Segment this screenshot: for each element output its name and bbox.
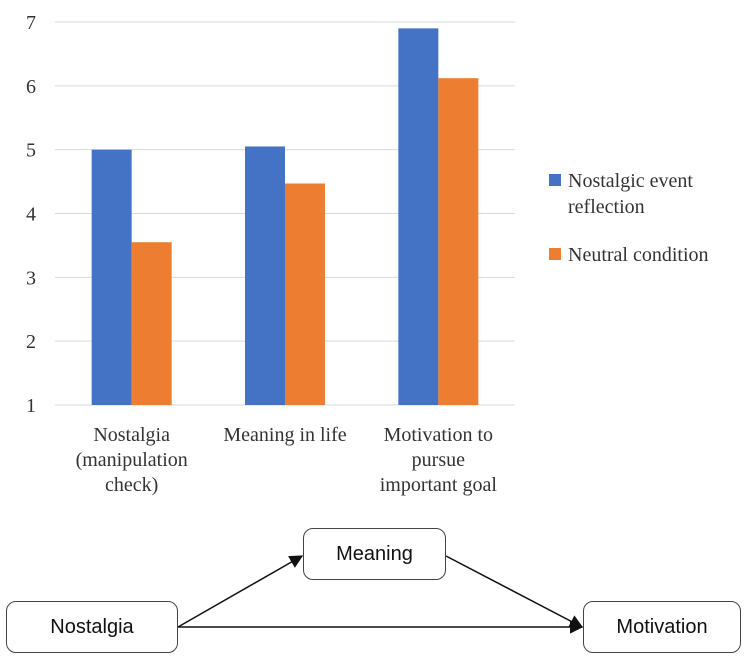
x-axis: Nostalgia (manipulation check) Meaning in l… <box>76 424 498 496</box>
bars <box>91 28 479 406</box>
legend-swatch-1 <box>549 248 561 260</box>
y-tick-label: 6 <box>26 76 36 98</box>
legend-label-0: Nostalgic event reflection <box>568 170 693 218</box>
y-tick-label: 5 <box>26 140 36 162</box>
bar-neutral-2 <box>438 78 479 405</box>
bar-nostalgic-0 <box>91 149 132 405</box>
category-label-line: Nostalgia <box>93 424 170 446</box>
y-tick-label: 2 <box>26 331 36 353</box>
diagram-node-nostalgia: Nostalgia <box>6 601 178 653</box>
legend-swatch-0 <box>549 174 561 186</box>
bar-nostalgic-1 <box>245 146 285 405</box>
y-axis: 1 2 3 4 5 6 7 <box>26 12 36 417</box>
arrow-nostalgia-to-meaning <box>177 555 304 628</box>
diagram-node-meaning: Meaning <box>303 528 446 580</box>
bar-chart: 1 2 3 4 5 6 7 Nostalgia (manipulation check) Mean… <box>26 12 709 496</box>
arrow-meaning-to-motivation <box>445 555 584 628</box>
legend: Nostalgic event reflection Neutral conditi… <box>549 170 709 266</box>
bar-neutral-0 <box>131 242 172 405</box>
category-label-0: Nostalgia (manipulation check) <box>76 424 188 496</box>
y-tick-label: 7 <box>26 12 36 34</box>
category-label-line: check) <box>105 474 158 496</box>
diagram-node-motivation: Motivation <box>583 601 741 653</box>
legend-label-1: Neutral condition <box>568 244 709 266</box>
category-label-line: (manipulation <box>76 449 188 471</box>
y-tick-label: 1 <box>26 395 36 417</box>
bar-neutral-1 <box>285 183 325 405</box>
category-label-line: pursue <box>412 449 465 471</box>
y-tick-label: 3 <box>26 267 36 289</box>
category-label-line: Motivation to <box>384 424 493 446</box>
y-tick-label: 4 <box>26 204 36 226</box>
category-label-line: important goal <box>380 474 498 496</box>
category-label-2: Motivation to pursue important goal <box>380 424 498 496</box>
bar-nostalgic-2 <box>398 28 439 406</box>
category-label-line: Meaning in life <box>223 424 346 446</box>
legend-label-line: Neutral condition <box>568 244 709 266</box>
legend-label-line: Nostalgic event <box>568 170 693 192</box>
category-label-1: Meaning in life <box>223 424 346 446</box>
legend-label-line: reflection <box>568 196 645 218</box>
